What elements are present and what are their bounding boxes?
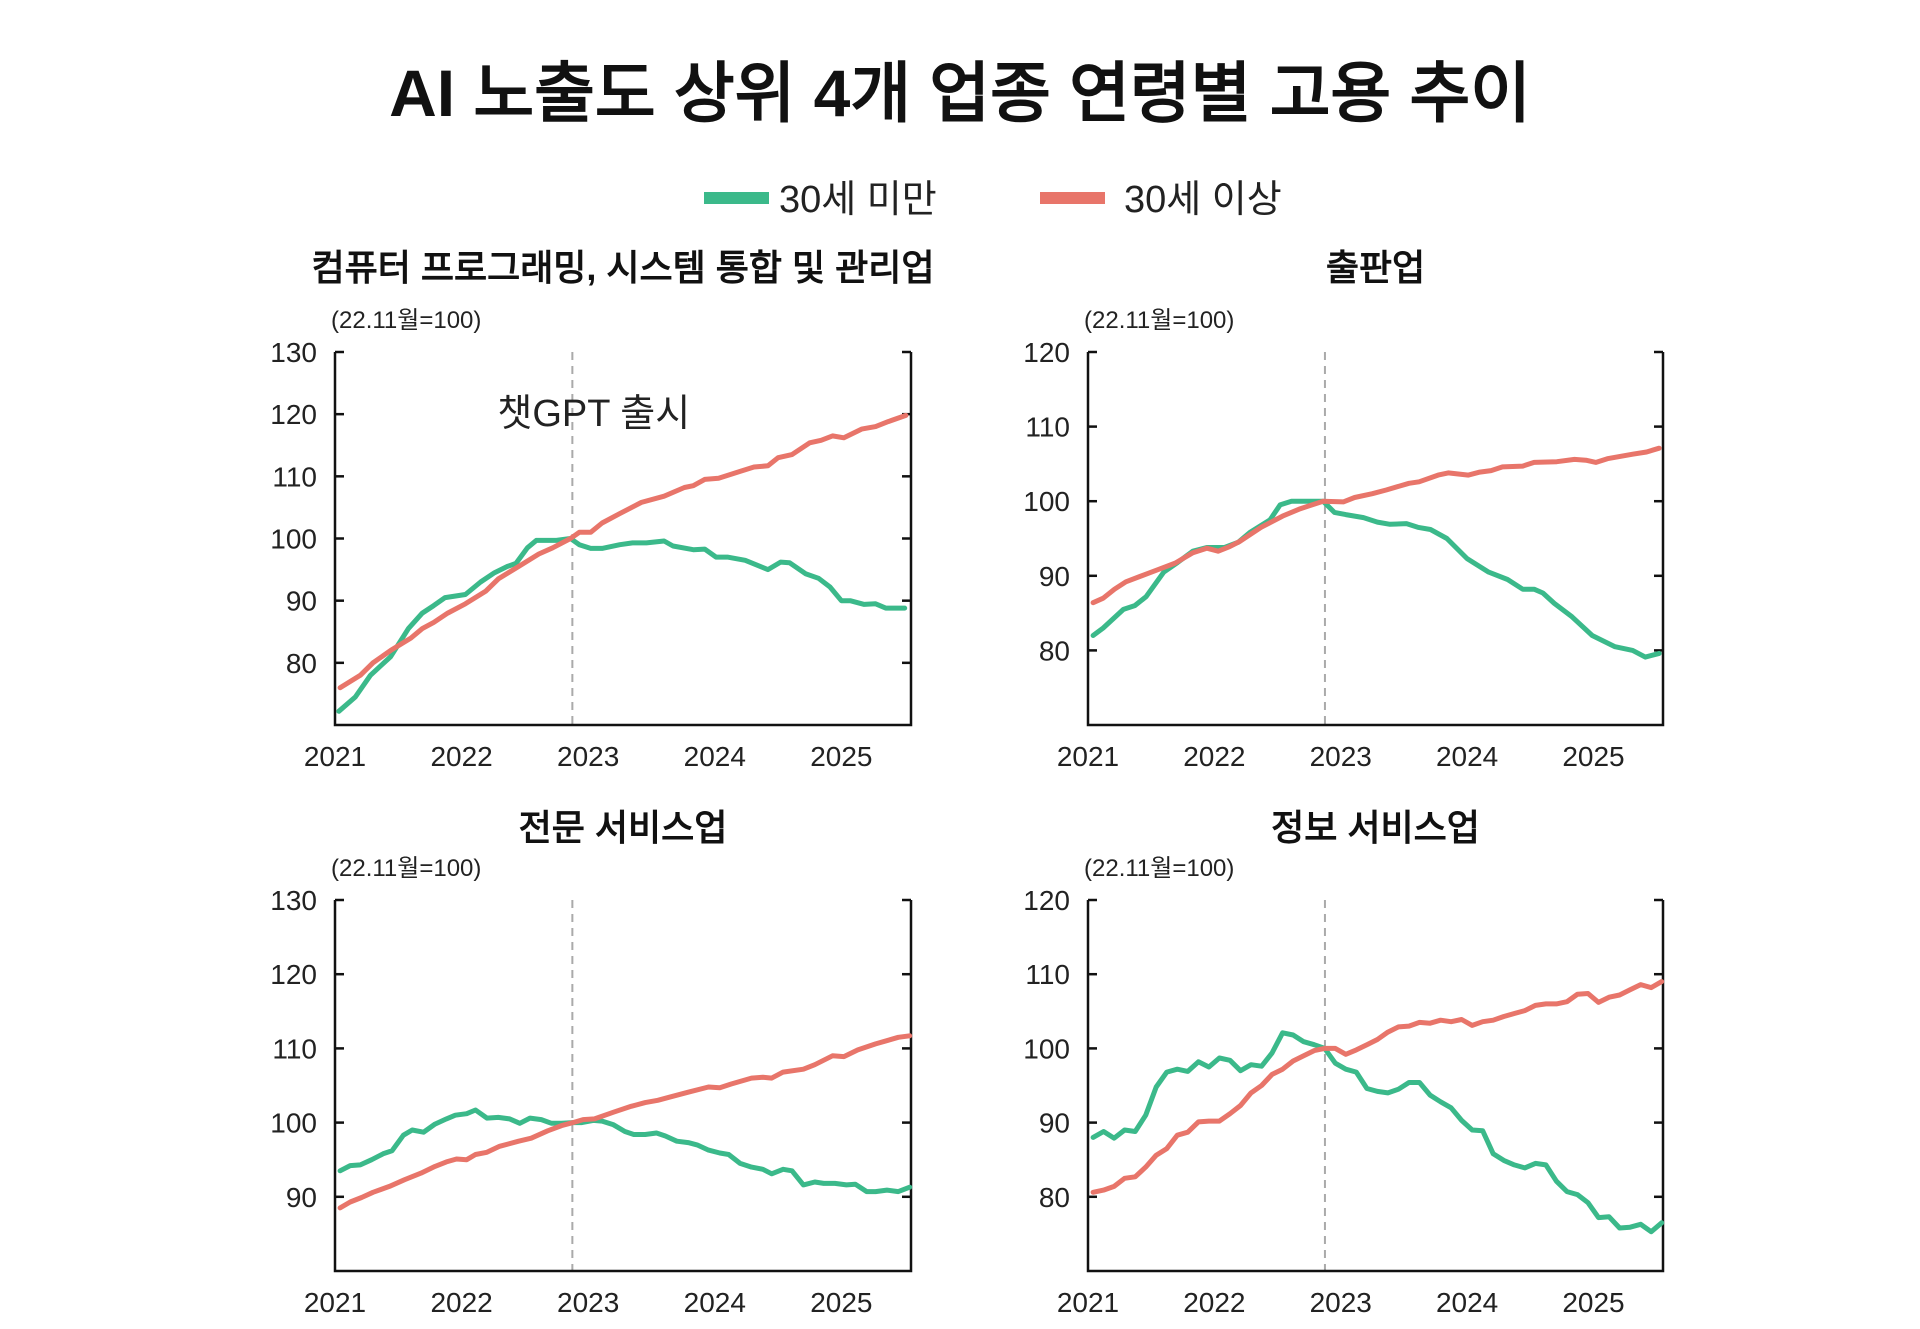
y-tick-label: 80 [286,648,317,679]
x-tick-label: 2021 [1057,741,1119,772]
series-line-30-plus [337,1033,913,1211]
panel-title: 출판업 [1326,247,1425,288]
chart-panel-2: 출판업 (22.11월=100) 120 110 100 90 80 2021 2022 2023… [1023,247,1665,772]
annotation-chatgpt-release: 챗GPT 출시 [497,393,690,435]
x-tick-label: 2025 [810,741,872,772]
legend-label-30-plus: 30세 이상 [1124,179,1282,221]
unit-label: (22.11월=100) [331,307,481,334]
x-tick-label: 2024 [684,741,746,772]
y-tick-label: 120 [270,399,317,430]
legend: 30세 미만 30세 이상 [704,179,1282,221]
series-line-30-plus [1090,445,1662,606]
unit-label: (22.11월=100) [331,855,481,882]
x-tick-label: 2022 [1183,741,1245,772]
y-tick-label: 80 [1039,635,1070,666]
y-tick-label: 90 [286,586,317,617]
series-line-under-30 [337,1107,913,1195]
y-tick-label: 120 [270,959,317,990]
y-tick-label: 80 [1039,1182,1070,1213]
x-tick-label: 2022 [430,1287,492,1318]
axis-frame [1086,352,1665,727]
series-line-under-30 [1090,1030,1665,1235]
x-tick-label: 2023 [1310,1287,1372,1318]
y-tick-label: 100 [1023,1033,1070,1064]
panel-title: 전문 서비스업 [519,807,728,848]
y-tick-label: 100 [1023,486,1070,517]
series-line-30-plus [1090,979,1665,1195]
axis-frame [1086,900,1665,1273]
x-tick-label: 2021 [1057,1287,1119,1318]
x-tick-label: 2025 [1562,1287,1624,1318]
y-tick-label: 130 [270,337,317,368]
x-tick-label: 2025 [810,1287,872,1318]
series-line-under-30 [1090,498,1662,660]
y-tick-label: 110 [1025,412,1070,443]
series-line-under-30 [336,536,908,714]
x-tick-label: 2025 [1562,741,1624,772]
y-tick-label: 110 [272,1033,317,1064]
panel-title: 정보 서비스업 [1271,807,1480,848]
y-tick-label: 90 [286,1182,317,1213]
chart-title: AI 노출도 상위 4개 업종 연령별 고용 추이 [389,56,1531,130]
y-tick-label: 130 [270,885,317,916]
y-tick-label: 90 [1039,1108,1070,1139]
y-tick-label: 90 [1039,561,1070,592]
x-tick-label: 2022 [430,741,492,772]
axis-frame [333,900,913,1273]
panel-title: 컴퓨터 프로그래밍, 시스템 통합 및 관리업 [311,247,934,288]
x-tick-label: 2021 [304,741,366,772]
y-tick-label: 100 [270,524,317,555]
chart-panel-4: 정보 서비스업 (22.11월=100) 120 110 100 90 80 2021 2022… [1023,807,1665,1318]
y-tick-label: 100 [270,1108,317,1139]
unit-label: (22.11월=100) [1084,855,1234,882]
legend-swatch-30-plus [1040,192,1105,204]
unit-label: (22.11월=100) [1084,307,1234,334]
y-tick-label: 120 [1023,337,1070,368]
y-tick-label: 120 [1023,885,1070,916]
x-tick-label: 2024 [684,1287,746,1318]
chart-panel-1: 컴퓨터 프로그래밍, 시스템 통합 및 관리업 (22.11월=100) 챗GPT … [270,247,934,772]
y-tick-label: 110 [1025,959,1070,990]
series-line-30-plus [337,412,909,691]
x-tick-label: 2022 [1183,1287,1245,1318]
x-tick-label: 2023 [557,741,619,772]
x-tick-label: 2023 [557,1287,619,1318]
y-tick-label: 110 [272,461,317,492]
chart-panel-3: 전문 서비스업 (22.11월=100) 130 120 110 100 90 2021 202… [270,807,913,1318]
x-tick-label: 2024 [1436,741,1498,772]
x-tick-label: 2021 [304,1287,366,1318]
legend-swatch-under-30 [704,192,769,204]
x-tick-label: 2024 [1436,1287,1498,1318]
legend-label-under-30: 30세 미만 [779,179,937,221]
x-tick-label: 2023 [1310,741,1372,772]
